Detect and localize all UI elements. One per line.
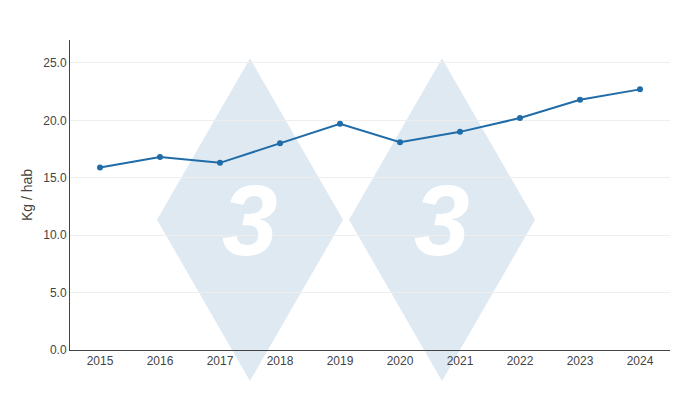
svg-text:2018: 2018 [267,354,294,368]
svg-text:2017: 2017 [207,354,234,368]
svg-text:2015: 2015 [87,354,114,368]
svg-text:0.0: 0.0 [50,343,67,357]
svg-text:2016: 2016 [147,354,174,368]
svg-text:15.0: 15.0 [43,171,67,185]
svg-text:2023: 2023 [567,354,594,368]
svg-text:2020: 2020 [387,354,414,368]
svg-text:5.0: 5.0 [50,286,67,300]
svg-text:2019: 2019 [327,354,354,368]
svg-text:2024: 2024 [627,354,654,368]
svg-text:2022: 2022 [507,354,534,368]
svg-text:3: 3 [222,164,278,276]
svg-text:20.0: 20.0 [43,114,67,128]
svg-text:2021: 2021 [447,354,474,368]
svg-text:10.0: 10.0 [43,228,67,242]
svg-text:Kg / hab: Kg / hab [19,169,35,221]
svg-text:3: 3 [414,164,470,276]
svg-text:25.0: 25.0 [43,56,67,70]
